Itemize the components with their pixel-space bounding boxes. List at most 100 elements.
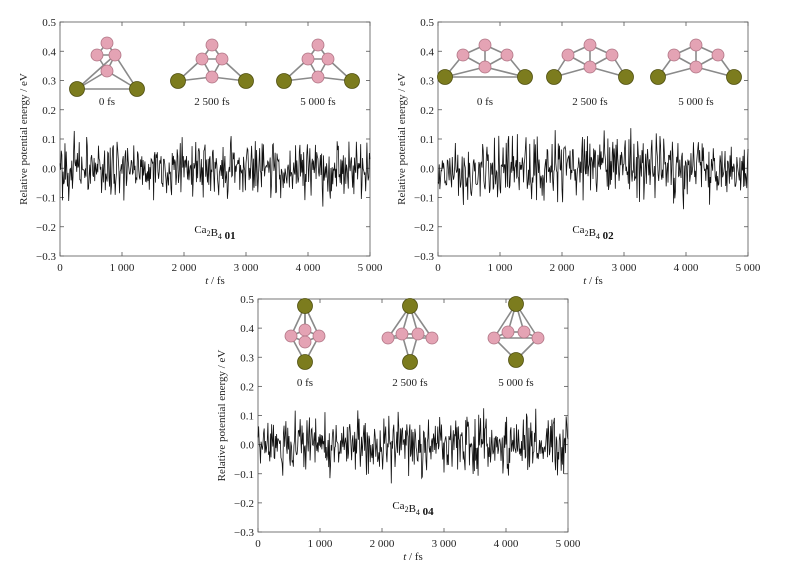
x-axis-unit: / fs [406, 551, 423, 563]
calcium-atom [129, 81, 145, 97]
y-tick-label: 0.1 [420, 134, 434, 146]
x-tick-label: 3 000 [234, 262, 259, 274]
compound-formula-part: 4 [416, 508, 420, 517]
x-tick-label: 0 [255, 538, 261, 550]
boron-atom [501, 325, 515, 339]
calcium-atom [650, 69, 666, 85]
compound-id: 04 [423, 506, 435, 518]
x-tick-label: 5 000 [556, 538, 581, 550]
y-tick-label: −0.1 [414, 193, 434, 205]
compound-formula-part: B [409, 503, 416, 515]
boron-atom [215, 52, 229, 66]
boron-atom [517, 325, 531, 339]
y-tick-label: −0.3 [234, 527, 254, 539]
boron-atom [205, 38, 219, 52]
compound-formula-part: 4 [218, 232, 222, 241]
energy-trace [257, 408, 569, 484]
chart-panel-2: −0.3 −0.2 −0.1 0.0 0.1 0.2 0.3 0.4 0.5 0 1 000 2 00… [396, 17, 761, 287]
x-tick-label: 0 [435, 262, 441, 274]
compound-formula-part: B [589, 227, 596, 239]
y-tick-label: −0.3 [414, 251, 434, 263]
boron-atom [531, 331, 545, 345]
y-tick-label: 0.1 [240, 411, 254, 423]
calcium-atom [402, 354, 418, 370]
compound-label: Ca2B4 01 [194, 224, 235, 242]
x-tick-label: 4 000 [494, 538, 519, 550]
molecule-snapshot [69, 36, 145, 97]
boron-atom [487, 331, 501, 345]
x-tick-label: 2 000 [172, 262, 197, 274]
calcium-atom [437, 69, 453, 85]
y-tick-label: 0.0 [420, 163, 434, 175]
compound-formula-part: Ca [392, 500, 404, 512]
boron-atom [205, 70, 219, 84]
calcium-atom [297, 298, 313, 314]
y-axis-title: Relative potential energy / eV [216, 350, 228, 482]
boron-atom [108, 48, 122, 62]
energy-trace [59, 130, 371, 207]
boron-atom [301, 52, 315, 66]
boron-atom [478, 60, 492, 74]
boron-atom [425, 331, 439, 345]
y-tick-label: −0.3 [36, 251, 56, 263]
boron-atom [311, 70, 325, 84]
y-tick-label: 0.3 [240, 352, 254, 364]
boron-atom [583, 60, 597, 74]
y-tick-label: −0.2 [234, 498, 254, 510]
x-axis-unit: / fs [208, 275, 225, 287]
compound-formula-part: B [211, 227, 218, 239]
molecule-snapshot [650, 38, 742, 85]
molecule-snapshot [546, 38, 634, 85]
x-tick-label: 4 000 [296, 262, 321, 274]
molecule-snapshot [487, 296, 545, 368]
snapshot-time-label: 2 500 fs [392, 377, 427, 389]
y-tick-label: 0.5 [42, 17, 56, 29]
boron-atom [284, 329, 298, 343]
y-tick-label: 0.0 [42, 163, 56, 175]
chart-panel-3: −0.3 −0.2 −0.1 0.0 0.1 0.2 0.3 0.4 0.5 0 1 000 2 00… [216, 294, 581, 563]
x-tick-label: 0 [57, 262, 63, 274]
y-tick-label: 0.4 [420, 46, 434, 58]
boron-atom [667, 48, 681, 62]
x-axis-var: t [583, 275, 587, 287]
calcium-atom [508, 352, 524, 368]
compound-formula-part: 2 [585, 229, 589, 238]
boron-atom [311, 38, 325, 52]
molecule-snapshot [170, 38, 254, 89]
ca-b-bond [76, 54, 116, 90]
boron-atom [195, 52, 209, 66]
boron-atom [381, 331, 395, 345]
y-tick-label: 0.2 [240, 381, 254, 393]
boron-atom [456, 48, 470, 62]
x-axis-title: t / fs [403, 551, 423, 563]
boron-atom [411, 327, 425, 341]
boron-atom [90, 48, 104, 62]
y-tick-label: 0.5 [240, 294, 254, 306]
calcium-atom [344, 73, 360, 89]
x-tick-label: 5 000 [358, 262, 383, 274]
boron-atom [478, 38, 492, 52]
energy-trace [437, 128, 749, 210]
x-axis-var: t [205, 275, 209, 287]
molecule-snapshot [276, 38, 360, 89]
boron-atom [500, 48, 514, 62]
compound-formula-part: Ca [572, 224, 584, 236]
snapshot-time-label: 0 fs [297, 377, 313, 389]
x-tick-label: 4 000 [674, 262, 699, 274]
calcium-atom [170, 73, 186, 89]
snapshot-time-label: 0 fs [99, 96, 115, 108]
boron-atom [689, 38, 703, 52]
y-tick-label: 0.2 [42, 105, 56, 117]
calcium-atom [402, 298, 418, 314]
compound-id: 01 [225, 230, 236, 242]
snapshot-time-label: 0 fs [477, 96, 493, 108]
compound-formula-part: Ca [194, 224, 206, 236]
y-tick-label: −0.1 [234, 469, 254, 481]
calcium-atom [69, 81, 85, 97]
y-tick-label: 0.2 [420, 105, 434, 117]
snapshot-time-label: 5 000 fs [678, 96, 713, 108]
y-tick-label: 0.3 [42, 76, 56, 88]
y-axis-title: Relative potential energy / eV [396, 73, 408, 205]
x-tick-label: 3 000 [612, 262, 637, 274]
boron-atom [395, 327, 409, 341]
